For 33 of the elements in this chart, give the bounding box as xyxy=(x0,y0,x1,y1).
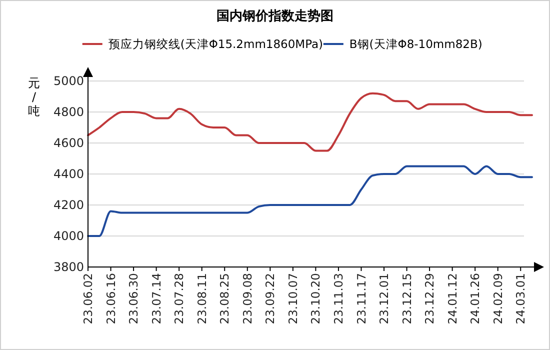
x-tick-label: 23.11.17 xyxy=(354,273,368,324)
x-tick-label: 23.12.29 xyxy=(422,273,437,324)
x-tick-label: 23.09.08 xyxy=(240,273,254,324)
x-tick-label: 24.01.26 xyxy=(468,273,482,324)
x-tick-label: 24.02.09 xyxy=(490,273,505,324)
y-tick-label: 4200 xyxy=(53,198,84,212)
x-tick-label: 23.06.16 xyxy=(104,273,118,324)
x-tick-label: 23.11.03 xyxy=(331,273,346,324)
x-tick-label: 24.03.01 xyxy=(514,273,528,324)
y-tick-label: 5000 xyxy=(53,74,84,88)
x-tick-label: 23.12.01 xyxy=(377,273,392,324)
x-tick-label: 23.06.30 xyxy=(126,273,141,324)
y-tick-label: 4000 xyxy=(53,229,84,244)
legend-label: B钢(天津Φ8-10mm82B) xyxy=(349,37,482,51)
y-tick-label: 3800 xyxy=(53,260,84,274)
y-tick-label: 4600 xyxy=(53,136,84,150)
x-tick-label: 23.08.25 xyxy=(218,273,232,324)
x-tick-label: 23.12.15 xyxy=(400,273,414,324)
y-tick-label: 4400 xyxy=(53,167,84,182)
y-tick-label: 4800 xyxy=(53,105,84,120)
x-tick-label: 23.07.14 xyxy=(149,273,164,324)
line-series xyxy=(87,92,533,152)
x-tick-label: 23.06.02 xyxy=(81,273,96,324)
x-tick-label: 23.08.11 xyxy=(194,273,209,324)
chart-title: 国内钢价指数走势图 xyxy=(216,8,334,24)
legend-label: 预应力钢绞线(天津Φ15.2mm1860MPa) xyxy=(108,37,324,51)
y-axis-title: 元/吨 xyxy=(28,76,40,118)
x-tick-label: 23.10.07 xyxy=(286,273,300,324)
x-tick-label: 23.09.22 xyxy=(263,273,278,324)
x-tick-label: 23.07.28 xyxy=(172,273,186,324)
line-series xyxy=(87,165,533,237)
x-tick-label: 23.10.20 xyxy=(308,273,323,324)
x-tick-label: 24.01.12 xyxy=(445,273,460,324)
